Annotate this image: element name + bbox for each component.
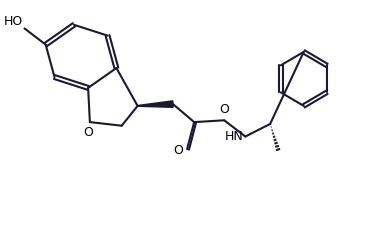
Text: O: O xyxy=(219,103,229,116)
Text: O: O xyxy=(83,126,93,139)
Text: HN: HN xyxy=(225,130,244,143)
Polygon shape xyxy=(138,101,173,107)
Text: HO: HO xyxy=(3,15,23,28)
Text: O: O xyxy=(173,144,183,157)
